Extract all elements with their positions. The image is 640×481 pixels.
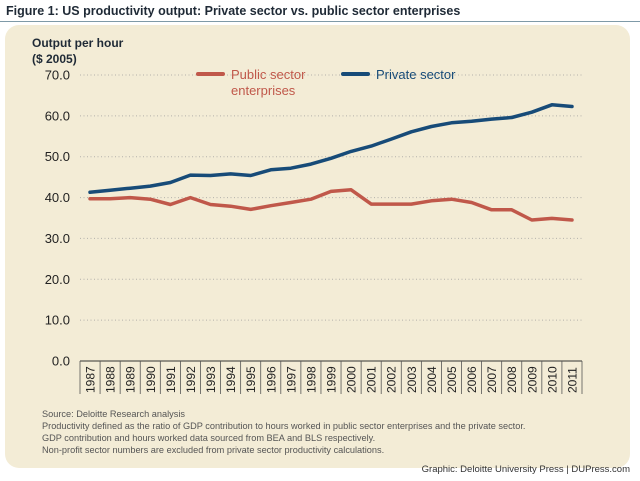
x-tick-label: 2002 [385,366,399,393]
x-tick-label: 1996 [264,366,278,393]
y-axis: 0.0 10.0 20.0 30.0 40.0 50.0 60.0 70.0 [45,68,70,369]
x-tick-label: 2005 [445,366,459,393]
x-tick-label: 1991 [164,366,178,393]
x-tick-label: 1993 [204,366,218,393]
chart-panel [5,25,630,468]
y-tick-label: 70.0 [45,68,70,83]
x-tick-label: 2006 [465,366,479,393]
series-lines [88,103,574,222]
definition-note: Productivity defined as the ratio of GDP… [42,421,526,431]
x-tick-label: 2009 [525,366,539,393]
x-tick-label: 2003 [405,366,419,393]
x-tick-label: 1998 [304,366,318,393]
legend-label: Public sector [231,67,306,82]
x-tick-label: 2011 [565,367,579,393]
chart-notes: Source: Deloitte Research analysis Produ… [42,408,525,456]
x-tick-label: 1987 [84,366,98,393]
graphic-credit: Graphic: Deloitte University Press | DUP… [421,464,630,475]
x-tick-label: 2004 [425,366,439,393]
x-tick-label: 2001 [365,366,379,393]
x-tick-label: 1990 [144,366,158,393]
gridlines [80,74,582,321]
series-line [88,103,574,195]
y-tick-label: 60.0 [45,108,70,123]
x-tick-label: 1992 [184,366,198,393]
y-tick-label: 50.0 [45,149,70,164]
y-tick-label: 0.0 [52,354,70,369]
x-tick-label: 1997 [284,366,298,393]
x-axis: 1987 1988 1989 1990 1991 1992 1993 1994 1995 1996… [79,360,583,394]
exclusion-note: Non-profit sector numbers are excluded f… [42,445,385,455]
x-tick-label: 1999 [325,366,339,393]
legend-label: Private sector [376,67,456,82]
x-tick-label: 1988 [104,366,118,393]
legend-label: enterprises [231,83,296,98]
source-note: Source: Deloitte Research analysis [42,409,185,419]
y-axis-title-line: Output per hour [32,36,124,50]
figure-title: Figure 1: US productivity output: Privat… [6,4,461,18]
y-axis-title: Output per hour ($ 2005) [32,35,123,67]
y-tick-label: 20.0 [45,272,70,287]
x-tick-label: 1995 [244,366,258,393]
title-rule [0,21,640,22]
y-tick-label: 40.0 [45,190,70,205]
x-tick-label: 2008 [505,366,519,393]
y-tick-label: 10.0 [45,313,70,328]
y-tick-label: 30.0 [45,231,70,246]
x-tick-label: 1994 [224,366,238,393]
x-tick-label: 2010 [545,366,559,393]
x-tick-label: 2000 [345,366,359,393]
series-line [88,188,574,222]
y-axis-title-line: ($ 2005) [32,52,77,66]
x-tick-label: 2007 [485,366,499,393]
x-tick-label: 1989 [124,366,138,393]
data-source-note: GDP contribution and hours worked data s… [42,433,376,443]
